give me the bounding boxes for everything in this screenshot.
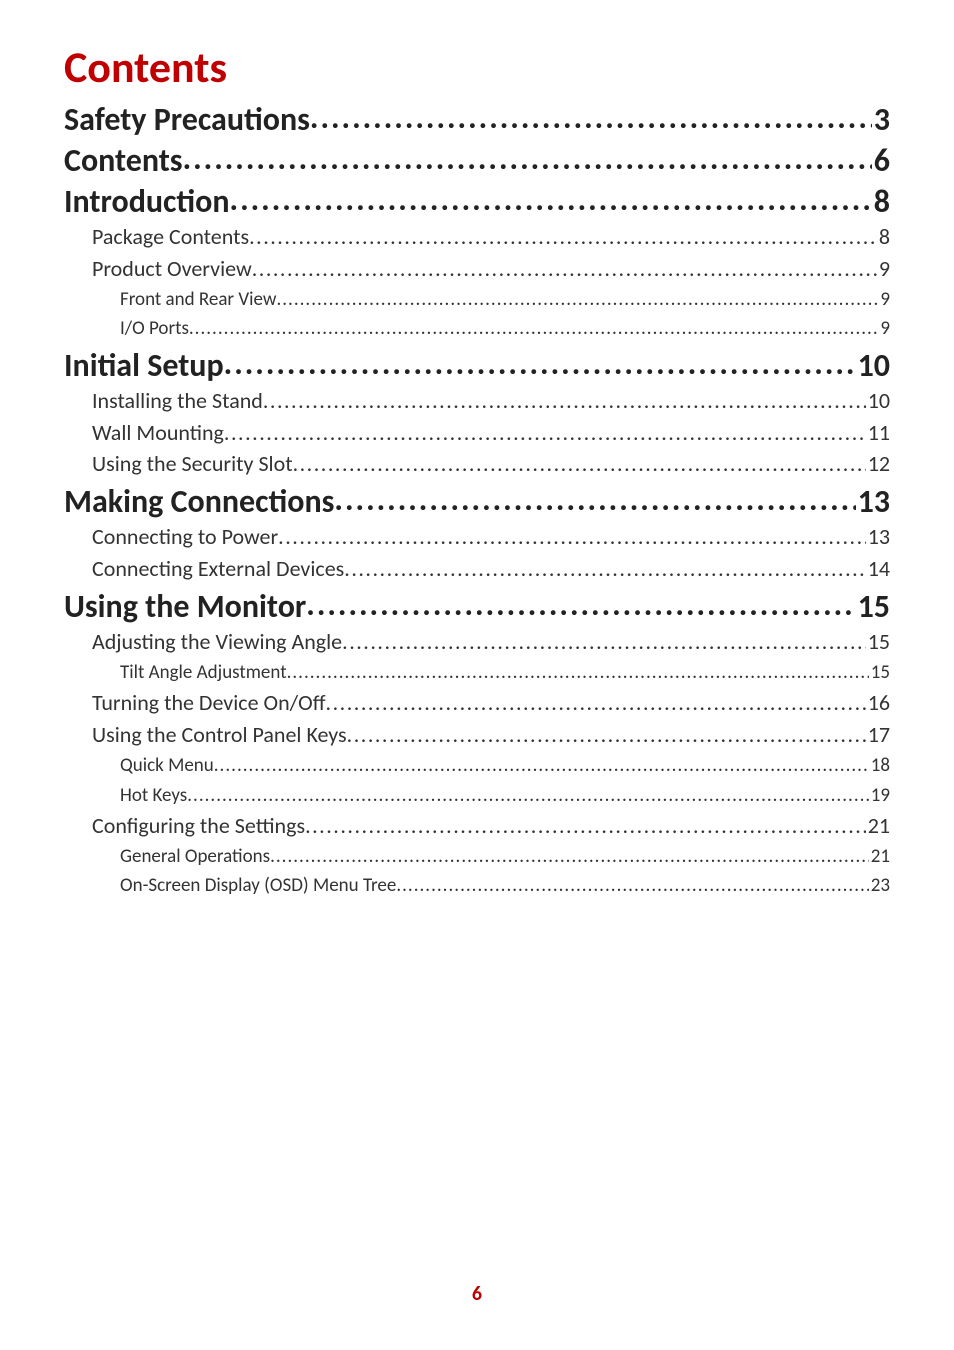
toc-entry-page: 6 — [872, 141, 890, 180]
toc-leader-dots — [189, 314, 878, 343]
toc-entry-label: Making Connections — [64, 482, 334, 521]
page-number: 6 — [0, 1282, 954, 1306]
toc-entry-page: 15 — [856, 587, 890, 626]
toc-leader-dots — [334, 480, 855, 519]
toc-entry[interactable]: Quick Menu 18 — [64, 751, 890, 780]
toc-entry[interactable]: Wall Mounting 11 — [64, 417, 890, 449]
toc-entry[interactable]: Making Connections 13 — [64, 482, 890, 521]
toc-entry-label: Wall Mounting — [92, 417, 224, 449]
toc-leader-dots — [183, 139, 872, 178]
toc-entry-label: Package Contents — [92, 221, 249, 253]
toc-leader-dots — [326, 687, 866, 719]
toc-entry-label: Turning the Device On/Off — [92, 687, 326, 719]
toc-entry-page: 10 — [866, 385, 890, 417]
toc-entry[interactable]: Introduction 8 — [64, 182, 890, 221]
toc-leader-dots — [310, 98, 872, 137]
toc-leader-dots — [306, 585, 855, 624]
toc-entry-label: Front and Rear View — [120, 285, 276, 314]
toc-leader-dots — [263, 385, 866, 417]
toc-entry-label: Tilt Angle Adjustment — [120, 658, 287, 687]
toc-leader-dots — [270, 842, 869, 871]
toc-entry-page: 12 — [866, 448, 890, 480]
toc-entry-label: Configuring the Settings — [92, 810, 305, 842]
toc-leader-dots — [344, 553, 865, 585]
toc-leader-dots — [224, 344, 856, 383]
toc-entry[interactable]: General Operations 21 — [64, 842, 890, 871]
toc-entry-label: Contents — [64, 141, 183, 180]
toc-leader-dots — [230, 180, 872, 219]
toc-entry[interactable]: Turning the Device On/Off 16 — [64, 687, 890, 719]
page-title: Contents — [64, 40, 890, 94]
toc-entry-label: Initial Setup — [64, 346, 224, 385]
toc-entry[interactable]: I/O Ports 9 — [64, 314, 890, 343]
table-of-contents: Safety Precautions 3Contents 6Introducti… — [64, 100, 890, 901]
toc-entry-label: Quick Menu — [120, 751, 214, 780]
toc-entry-page: 17 — [866, 719, 890, 751]
toc-entry[interactable]: Initial Setup 10 — [64, 346, 890, 385]
toc-entry-page: 15 — [869, 658, 890, 687]
toc-leader-dots — [293, 448, 866, 480]
toc-entry[interactable]: Using the Control Panel Keys 17 — [64, 719, 890, 751]
toc-entry[interactable]: Hot Keys 19 — [64, 781, 890, 810]
toc-entry[interactable]: Connecting to Power 13 — [64, 521, 890, 553]
toc-leader-dots — [214, 751, 869, 780]
toc-entry-label: Installing the Stand — [92, 385, 263, 417]
toc-leader-dots — [276, 285, 878, 314]
toc-entry-label: Using the Control Panel Keys — [92, 719, 347, 751]
toc-entry-page: 14 — [866, 553, 890, 585]
toc-leader-dots — [278, 521, 866, 553]
toc-entry-page: 16 — [866, 687, 890, 719]
toc-entry[interactable]: Adjusting the Viewing Angle 15 — [64, 626, 890, 658]
toc-entry-page: 8 — [877, 221, 890, 253]
toc-leader-dots — [252, 253, 877, 285]
toc-entry-label: Adjusting the Viewing Angle — [92, 626, 342, 658]
toc-entry-label: On-Screen Display (OSD) Menu Tree — [120, 871, 396, 900]
toc-entry-page: 9 — [878, 314, 890, 343]
toc-entry-page: 21 — [866, 810, 890, 842]
toc-entry[interactable]: Using the Monitor 15 — [64, 587, 890, 626]
toc-leader-dots — [347, 719, 866, 751]
toc-entry-label: Using the Monitor — [64, 587, 306, 626]
toc-entry[interactable]: Product Overview 9 — [64, 253, 890, 285]
toc-entry-page: 18 — [869, 751, 890, 780]
toc-entry-label: Hot Keys — [120, 781, 187, 810]
toc-leader-dots — [396, 871, 868, 900]
toc-entry-page: 9 — [877, 253, 890, 285]
toc-entry-page: 10 — [856, 346, 890, 385]
toc-entry-label: Safety Precautions — [64, 100, 310, 139]
toc-entry[interactable]: Package Contents 8 — [64, 221, 890, 253]
toc-entry-label: Connecting to Power — [92, 521, 278, 553]
toc-leader-dots — [249, 221, 877, 253]
toc-entry[interactable]: Installing the Stand 10 — [64, 385, 890, 417]
toc-entry-page: 13 — [866, 521, 890, 553]
toc-entry[interactable]: Safety Precautions 3 — [64, 100, 890, 139]
toc-entry[interactable]: Contents 6 — [64, 141, 890, 180]
toc-entry[interactable]: Configuring the Settings 21 — [64, 810, 890, 842]
toc-entry-label: Introduction — [64, 182, 230, 221]
toc-entry-page: 19 — [869, 781, 890, 810]
toc-entry-page: 9 — [878, 285, 890, 314]
toc-entry-page: 13 — [856, 482, 890, 521]
toc-entry-label: General Operations — [120, 842, 270, 871]
toc-leader-dots — [187, 781, 869, 810]
toc-entry-label: Product Overview — [92, 253, 252, 285]
toc-entry[interactable]: Using the Security Slot 12 — [64, 448, 890, 480]
toc-leader-dots — [287, 658, 869, 687]
toc-entry-page: 23 — [869, 871, 890, 900]
toc-entry[interactable]: Front and Rear View 9 — [64, 285, 890, 314]
toc-entry-page: 3 — [872, 100, 890, 139]
toc-entry-label: Using the Security Slot — [92, 448, 293, 480]
toc-entry-label: I/O Ports — [120, 314, 189, 343]
toc-entry-page: 11 — [866, 417, 890, 449]
toc-entry-page: 8 — [872, 182, 890, 221]
toc-entry-page: 15 — [866, 626, 890, 658]
toc-entry-page: 21 — [869, 842, 890, 871]
toc-leader-dots — [305, 810, 866, 842]
toc-entry[interactable]: Tilt Angle Adjustment 15 — [64, 658, 890, 687]
toc-entry[interactable]: Connecting External Devices 14 — [64, 553, 890, 585]
toc-leader-dots — [342, 626, 866, 658]
toc-entry[interactable]: On-Screen Display (OSD) Menu Tree 23 — [64, 871, 890, 900]
toc-entry-label: Connecting External Devices — [92, 553, 344, 585]
toc-leader-dots — [224, 417, 866, 449]
